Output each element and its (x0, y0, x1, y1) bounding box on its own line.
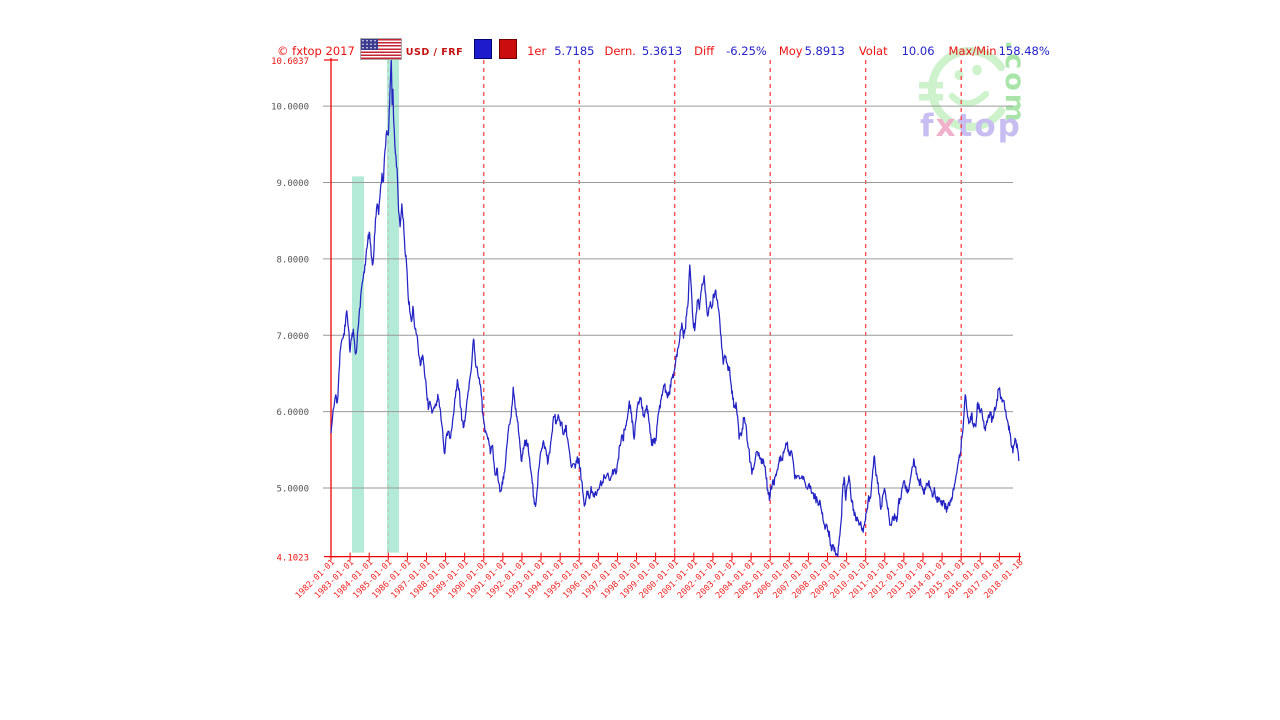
series-color-red-swatch (499, 39, 518, 59)
y-extreme-label: 10.6037 (271, 57, 309, 67)
stat-mean-label: Moy (778, 44, 803, 58)
currency-pair-label: USD / FRF (405, 47, 464, 58)
chart-legend: © fxtop 2017 USD / FRF 1er 5.7185 Dern. 5.361… (277, 38, 1050, 60)
us-flag-canton (360, 39, 378, 50)
highlight-band (352, 176, 365, 553)
y-axis-label: 10.0000 (271, 103, 309, 113)
watermark-fxtop-text: fxtop (920, 108, 1022, 144)
stat-volatility-label: Volat (858, 44, 888, 58)
us-flag-icon (359, 38, 402, 60)
copyright-text: © fxtop 2017 (277, 44, 355, 58)
stat-volatility-value: 10.06 (901, 44, 935, 58)
y-axis-label: 8.0000 (276, 255, 309, 265)
stat-mean-value: 5.8913 (804, 44, 845, 58)
stat-last-label: Dern. (604, 44, 636, 58)
stat-maxmin-label: Max/Min (948, 44, 997, 58)
y-axis-label: 7.0000 (276, 332, 309, 342)
stat-diff-label: Diff (694, 44, 715, 58)
x-dashed-gridlines (387, 60, 962, 557)
highlight-bands (352, 60, 399, 553)
stat-maxmin-value: 158.48% (998, 44, 1050, 58)
series-color-blue-swatch (474, 39, 493, 59)
stat-first-label: 1er (527, 44, 547, 58)
series (330, 59, 1020, 558)
highlight-band (386, 60, 399, 553)
y-gridlines: 10.0000 9.0000 8.0000 7.0000 6.0000 5.0000 (271, 103, 1013, 495)
y-axis-label: 9.0000 (276, 179, 309, 189)
stat-last-value: 5.3613 (641, 44, 683, 58)
price-line (330, 59, 1020, 558)
y-extreme-label: 4.1023 (276, 554, 309, 564)
stat-first-value: 5.7185 (554, 44, 595, 58)
x-ticks: 1982-01-011983-01-011984-01-011985-01-01… (294, 552, 1026, 601)
stat-diff-value: -6.25% (726, 44, 767, 58)
y-axis-label: 6.0000 (276, 408, 309, 418)
euro-smiley-icon (919, 47, 1006, 131)
fxtop-logo-watermark: .com fxtop (918, 38, 1068, 148)
y-axis-label: 5.0000 (276, 485, 309, 495)
